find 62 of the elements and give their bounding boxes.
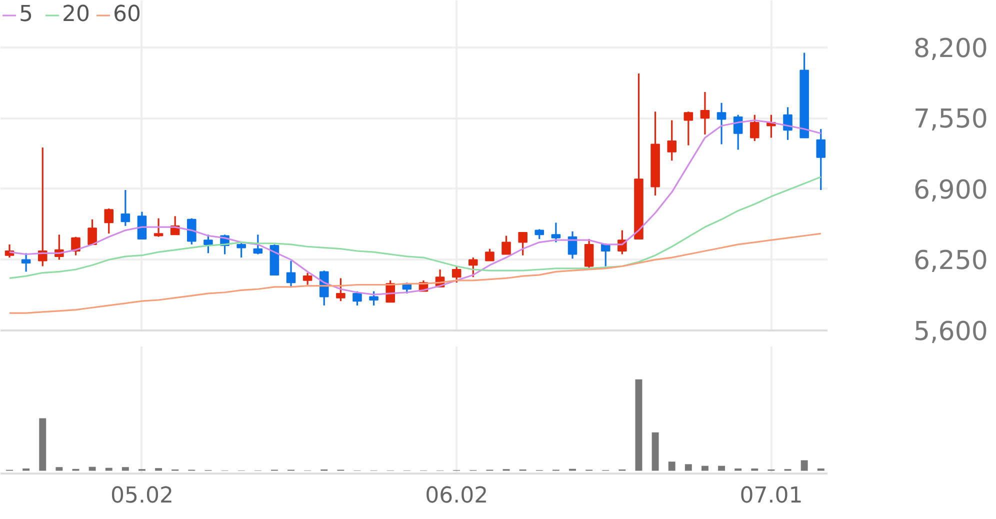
candlestick [286,260,296,288]
bar [652,432,659,471]
candlestick [750,114,760,142]
y-tick-label: 8,200 [914,34,988,64]
candlestick [700,91,710,136]
bar [105,468,112,471]
bar [635,379,642,471]
candlestick [502,234,511,256]
line-series [8,232,822,314]
candlestick [71,236,80,256]
line-series [8,176,822,280]
legend-label: 5 [19,2,34,27]
bar [22,468,30,471]
candlestick [667,120,676,162]
y-tick-label: 5,600 [914,317,988,347]
bar [39,418,46,471]
candlestick [518,232,528,256]
candlestick [336,277,346,302]
bar [155,468,162,471]
candlestick [584,238,594,270]
y-tick-label: 7,550 [914,104,988,135]
candlestick [302,272,312,286]
bar [56,467,63,471]
candlestick [104,208,114,234]
bar [88,466,96,471]
candlestick [88,218,97,246]
y-tick-label: 6,900 [914,175,988,206]
x-tick-label: 07.01 [740,484,803,508]
bar [817,468,824,471]
candlestick [716,102,726,146]
candlestick [534,228,544,240]
candlestick [816,128,826,191]
candlestick [684,110,694,146]
candlestick [137,210,147,240]
x-tick-label: 05.02 [110,484,174,508]
candlestick [468,256,478,278]
candlestick [38,146,48,268]
bar [684,464,692,471]
candlestick [568,230,578,260]
candlestick [253,234,263,256]
candlestick [204,234,213,254]
candlestick [154,218,164,238]
legend-label: 60 [113,2,141,27]
bar [751,468,758,471]
legend-label: 20 [62,2,90,27]
bar [734,468,742,471]
candlestick [21,252,31,272]
bar [668,462,676,471]
bar [718,466,726,471]
bar [122,467,129,471]
candlestick [369,290,378,306]
candlestick [485,248,494,262]
candlestick [551,222,561,244]
y-tick-label: 6,250 [914,246,988,276]
x-tick-label: 06.02 [425,484,488,508]
candlestick [236,241,246,258]
bar [701,466,708,471]
bar [800,460,808,471]
candlestick [120,189,130,227]
candlestick [783,106,792,141]
candlestick [187,218,196,246]
candlestick [452,265,462,284]
